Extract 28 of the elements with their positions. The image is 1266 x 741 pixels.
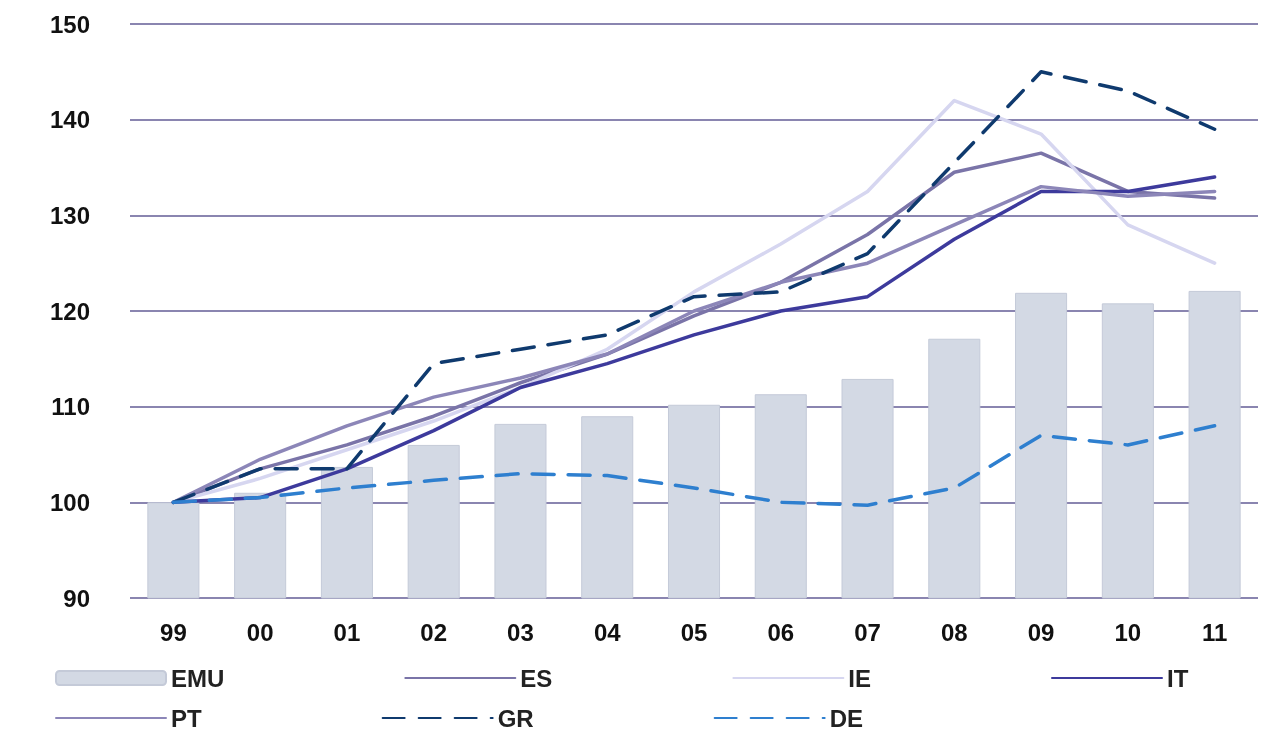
x-tick-label: 00	[246, 618, 274, 646]
y-tick-label: 100	[49, 488, 90, 516]
x-tick-label: 11	[1201, 618, 1228, 646]
y-tick-label: 110	[51, 393, 90, 421]
x-tick-label: 10	[1114, 618, 1142, 646]
x-tick-label: 05	[680, 618, 708, 646]
legend-label: EMU	[171, 664, 225, 692]
x-tick-label: 08	[940, 618, 968, 646]
legend-label: IT	[1167, 664, 1189, 692]
x-tick-label: 02	[420, 618, 448, 646]
y-tick-label: 150	[49, 10, 90, 38]
x-tick-label: 09	[1027, 618, 1055, 646]
legend-label: ES	[520, 664, 553, 692]
y-tick-label: 140	[49, 106, 90, 134]
legend-label: IE	[848, 664, 872, 692]
x-tick-label: 07	[854, 618, 881, 646]
x-tick-label: 99	[160, 618, 187, 646]
y-tick-label: 90	[63, 584, 90, 612]
x-tick-label: 04	[593, 618, 622, 646]
x-tick-label: 06	[767, 618, 795, 646]
x-tick-label: 03	[507, 618, 534, 646]
y-tick-label: 130	[49, 201, 90, 229]
legend-label: GR	[497, 704, 534, 732]
line-series	[171, 424, 1217, 507]
legend-label: DE	[829, 704, 864, 732]
x-tick-label: 01	[333, 618, 361, 646]
y-tick-label: 120	[49, 297, 90, 325]
legend-label: PT	[171, 704, 203, 732]
